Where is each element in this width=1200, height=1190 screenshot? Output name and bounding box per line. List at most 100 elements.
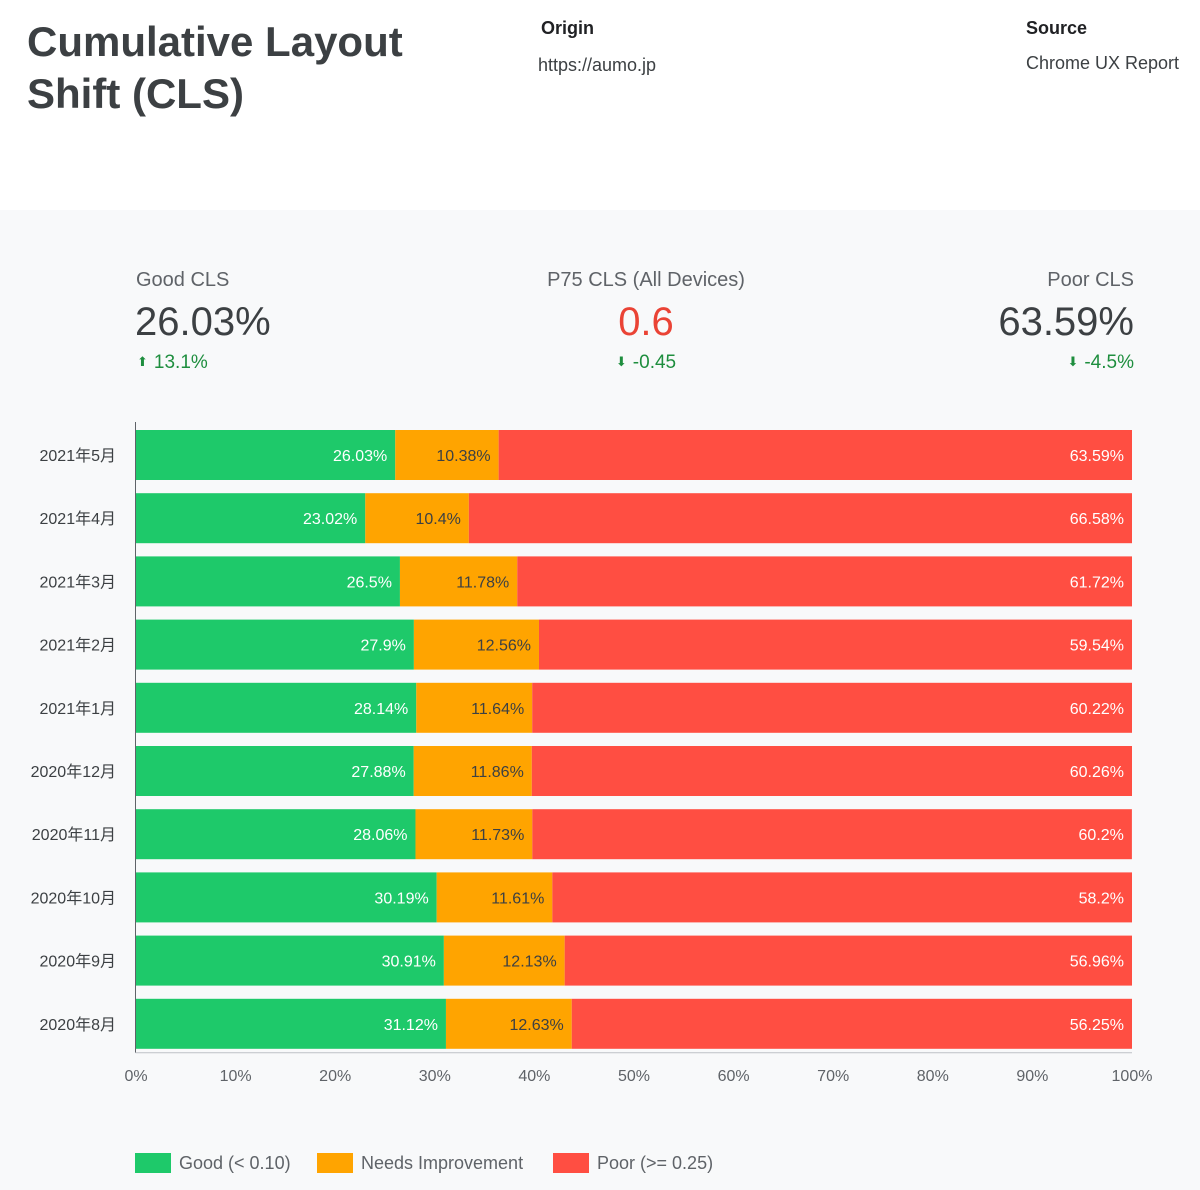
data-label-poor: 60.26% [1070,764,1124,781]
poor-cls-delta-value: -4.5% [1084,352,1134,373]
data-label-needs-improvement: 12.56% [477,638,531,655]
data-label-needs-improvement: 11.78% [456,574,509,591]
p75-cls-delta: ⬇ -0.45 [0,352,1200,374]
legend-label-needs-improvement: Needs Improvement [361,1152,524,1173]
legend-poor: Poor (>= 0.25) [553,1150,713,1176]
bar-good [136,935,444,986]
bar-good [136,682,417,733]
x-tick-label: 60% [718,1068,750,1085]
bar-good [136,872,437,923]
poor-cls-value: 63.59% [998,300,1134,344]
data-label-needs-improvement: 12.13% [502,954,556,971]
bar-needs-improvement [413,746,532,796]
bar-good [136,746,414,796]
data-label-good: 26.5% [347,574,392,591]
p75-cls-label: P75 CLS (All Devices) [547,269,745,291]
data-label-needs-improvement: 11.73% [471,827,524,844]
bar-needs-improvement [413,619,539,670]
bar-needs-improvement [443,935,565,986]
bar-poor [532,809,1132,860]
bar-poor [532,682,1132,733]
good-cls-delta-value: 13.1% [153,352,208,373]
bar-good [136,556,400,607]
p75-cls-delta-value: -0.45 [632,352,677,373]
data-label-poor: 59.54% [1070,638,1124,655]
bar-poor [564,935,1132,986]
arrow-down-icon: ⬇ [1067,354,1079,369]
bar-good [136,619,414,670]
y-tick-label: 2020年12月 [31,763,116,781]
bar-needs-improvement [399,556,518,607]
data-label-good: 30.19% [374,890,428,907]
x-tick-label: 10% [220,1068,252,1085]
header: Cumulative Layout Shift (CLS) Origin htt… [0,0,1200,210]
bar-needs-improvement [436,872,553,923]
good-cls-delta: ⬆ 13.1% [137,352,208,374]
data-label-needs-improvement: 10.38% [436,448,490,465]
legend-swatch-good [135,1153,171,1173]
y-tick-label: 2021年2月 [40,637,117,655]
data-label-poor: 63.59% [1070,448,1124,465]
source-label: Source [1026,18,1088,38]
y-tick-label: 2020年8月 [40,1016,117,1034]
p75-cls-value: 0.6 [618,300,674,344]
poor-cls-label: Poor CLS [1047,269,1134,291]
bar-good [136,493,366,544]
legend-swatch-poor [553,1153,589,1173]
legend-good: Good (< 0.10) [135,1150,291,1176]
y-tick-label: 2021年5月 [40,447,117,465]
x-tick-label: 100% [1112,1068,1153,1085]
bar-needs-improvement [395,430,499,480]
data-label-poor: 56.25% [1070,1017,1124,1034]
source-value: Chrome UX Report [1026,53,1180,73]
origin-value: https://aumo.jp [538,55,657,75]
bar-good [136,998,446,1049]
arrow-down-icon: ⬇ [615,354,627,369]
data-label-needs-improvement: 11.61% [491,890,544,907]
y-tick-label: 2020年9月 [40,953,117,971]
data-label-needs-improvement: 12.63% [509,1017,563,1034]
y-tick-label: 2021年3月 [40,573,117,591]
data-label-good: 30.91% [382,954,436,971]
x-tick-label: 20% [319,1068,351,1085]
x-tick-label: 70% [817,1068,849,1085]
data-label-good: 28.14% [354,701,408,718]
arrow-up-icon: ⬆ [137,354,148,369]
x-tick-label: 80% [917,1068,949,1085]
good-cls-value: 26.03% [135,300,271,344]
data-label-poor: 61.72% [1070,574,1124,591]
bar-needs-improvement [416,682,533,733]
bar-poor [552,872,1132,923]
bar-poor [468,493,1133,544]
bar-poor [538,619,1132,670]
x-tick-label: 90% [1016,1068,1048,1085]
bar-needs-improvement [415,809,533,860]
x-tick-label: 0% [124,1068,147,1085]
data-label-good: 23.02% [303,511,357,528]
data-label-good: 27.88% [351,764,405,781]
data-label-needs-improvement: 11.86% [471,764,524,781]
bar-needs-improvement [445,998,572,1049]
legend-swatch-needs-improvement [317,1153,353,1173]
data-label-needs-improvement: 11.64% [471,701,524,718]
data-label-needs-improvement: 10.4% [415,511,460,528]
legend-needs-improvement: Needs Improvement [317,1150,523,1176]
x-tick-label: 50% [618,1068,650,1085]
legend-label-poor: Poor (>= 0.25) [597,1152,714,1173]
bar-good [136,809,416,860]
good-cls-label: Good CLS [136,269,230,291]
data-label-good: 26.03% [333,448,387,465]
data-label-poor: 60.22% [1070,701,1124,718]
bar-poor [531,746,1132,796]
poor-cls-delta: ⬇ -4.5% [1067,352,1134,374]
data-label-poor: 58.2% [1079,890,1124,907]
origin-label: Origin [541,18,594,38]
y-tick-label: 2021年4月 [40,510,117,528]
bar-poor [571,998,1132,1049]
data-label-good: 28.06% [353,827,407,844]
data-label-good: 27.9% [361,638,406,655]
data-label-poor: 56.96% [1070,954,1124,971]
data-label-good: 31.12% [384,1017,438,1034]
y-tick-label: 2020年10月 [31,889,116,907]
